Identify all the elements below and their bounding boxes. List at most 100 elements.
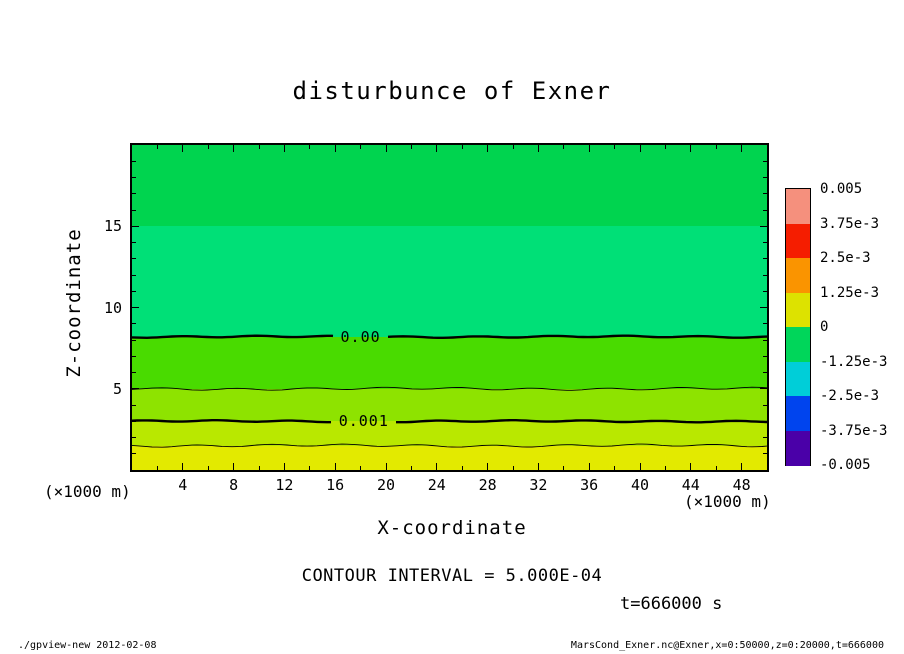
colorbar-label: 3.75e-3 [820,215,880,232]
tick-mark [760,307,767,308]
tick-mark [763,177,767,178]
tick-mark [763,242,767,243]
x-tick-label: 16 [326,476,345,494]
tick-mark [763,160,767,162]
x-axis-label: X-coordinate [377,517,527,539]
time-annotation: t=666000 s [620,594,723,614]
tick-mark [436,463,438,470]
tick-mark [760,225,767,227]
tick-mark [715,466,717,470]
tick-mark [258,145,260,149]
tick-mark [182,463,184,470]
tick-mark [132,177,136,178]
tick-mark [132,225,139,227]
colorbar-segment [786,396,810,431]
tick-mark [763,290,767,292]
tick-mark [132,160,136,162]
colorbar-segment [786,327,810,362]
tick-mark [763,323,767,325]
tick-mark [461,466,463,470]
tone-band [132,145,767,227]
tick-mark [763,193,767,195]
x-tick-label: 36 [580,476,599,494]
colorbar-label: 0.005 [820,181,863,197]
tick-mark [132,453,136,455]
tick-mark [512,145,514,149]
tick-mark [385,145,387,152]
tick-mark [588,145,590,152]
tick-mark [156,466,158,470]
x-tick-label: 32 [529,476,548,494]
tick-mark [132,209,136,211]
tick-mark [132,290,136,292]
colorbar-segment [786,361,810,397]
tick-mark [487,145,489,152]
tick-mark [639,145,641,152]
tick-mark [537,463,539,470]
tick-mark [410,466,412,470]
tick-mark [763,209,767,211]
tick-mark [563,466,565,470]
tick-mark [385,463,387,470]
tick-mark [763,274,767,276]
tick-mark [763,420,767,422]
tick-mark [763,437,767,438]
colorbar-segment [786,258,810,293]
tick-mark [588,463,590,470]
tick-mark [283,463,285,470]
colorbar [785,188,811,466]
tone-band [132,336,767,389]
tick-mark [664,466,666,470]
tick-mark [512,466,514,470]
tick-mark [690,145,692,152]
tick-mark [690,463,692,470]
tick-mark [763,372,767,373]
x-axis-unit: (×1000 m) [684,492,771,511]
tick-mark [487,463,489,470]
colorbar-segment [786,292,810,328]
tick-mark [132,242,136,243]
colorbar-label: 2.5e-3 [820,250,871,266]
tick-mark [182,145,184,152]
tone-band [132,388,767,422]
z-tick-label: 10 [103,298,122,317]
tick-mark [283,145,285,152]
tick-mark [763,355,767,357]
tick-mark [537,145,539,152]
tick-mark [639,463,641,470]
tick-mark [741,145,743,152]
tick-mark [360,466,362,470]
colorbar-label: -0.005 [820,457,871,473]
chart-title: disturbunce of Exner [292,77,612,105]
tick-mark [132,258,136,260]
x-tick-label: 12 [275,476,294,494]
z-tick-label: 15 [103,217,122,236]
tone-band [132,226,767,337]
tick-mark [132,339,136,341]
tick-mark [334,145,336,152]
tick-mark [334,463,336,470]
x-tick-label: 4 [178,476,188,494]
footer-command-text: ./gpview-new 2012-02-08 [18,640,157,651]
colorbar-label: 0 [820,319,829,335]
tick-mark [763,453,767,455]
x-tick-label: 40 [630,476,650,494]
colorbar-label: -1.25e-3 [820,353,888,370]
tone-band [132,445,767,470]
tick-mark [410,145,412,149]
colorbar-label: -3.75e-3 [820,422,888,439]
x-tick-label: 48 [732,476,751,494]
x-tick-label: 28 [478,476,497,494]
contour-interval-note: CONTOUR INTERVAL = 5.000E-04 [301,566,603,586]
tick-mark [258,466,260,470]
colorbar-label: -2.5e-3 [820,388,880,404]
tick-mark [233,145,235,152]
tick-mark [360,145,362,149]
tick-mark [563,145,565,149]
tick-mark [763,339,767,341]
tick-mark [664,145,666,149]
tick-mark [132,323,136,325]
tick-mark [436,145,438,152]
tick-mark [461,145,463,149]
